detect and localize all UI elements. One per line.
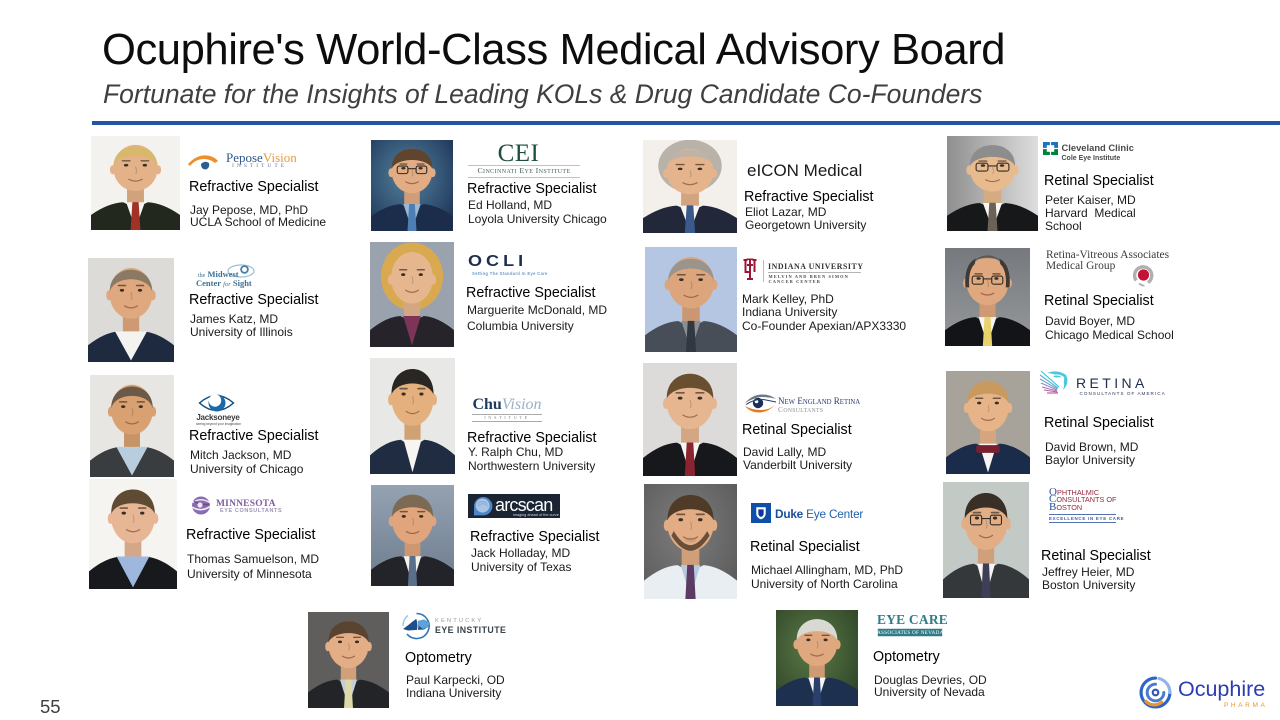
svg-text:arcscan: arcscan xyxy=(495,495,552,515)
svg-text:imaging ahead of the curve: imaging ahead of the curve xyxy=(513,513,559,517)
